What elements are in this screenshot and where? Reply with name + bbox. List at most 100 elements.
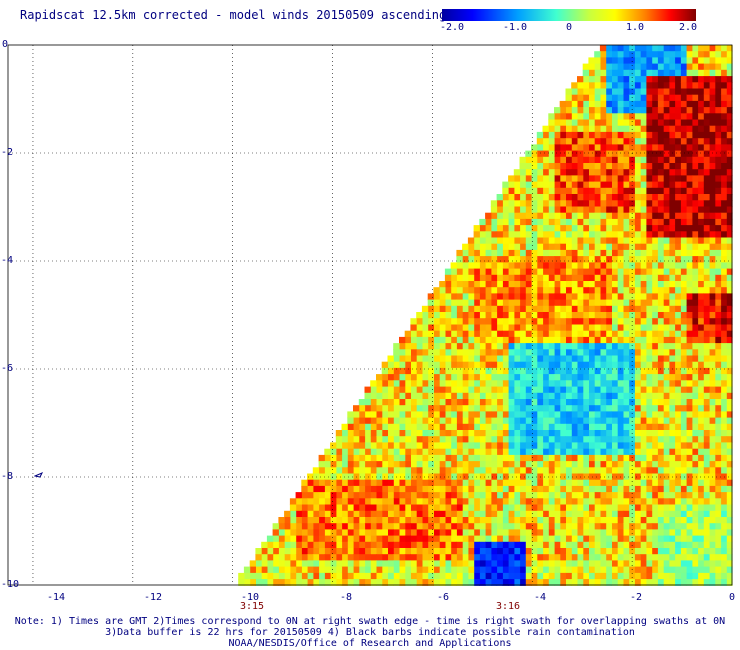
swath-cell [691, 281, 699, 288]
swath-cell [605, 51, 612, 58]
swath-cell [559, 399, 566, 406]
swath-cell [577, 324, 584, 332]
swath-cell [628, 504, 635, 512]
swath-cell [680, 144, 687, 152]
swath-cell [599, 45, 607, 52]
swath-cell [485, 579, 492, 586]
swath-cell [668, 293, 676, 301]
swath-cell [358, 423, 366, 431]
swath-cell [450, 299, 457, 307]
swath-cell [513, 299, 521, 307]
swath-cell [657, 312, 664, 319]
swath-cell [554, 461, 561, 468]
swath-cell [594, 281, 601, 288]
swath-cell [680, 529, 687, 537]
swath-cell [703, 529, 710, 537]
swath-cell [427, 454, 434, 462]
swath-cell [686, 262, 693, 270]
swath-cell [588, 237, 595, 245]
swath-cell [444, 343, 452, 350]
swath-cell [668, 119, 676, 127]
swath-cell [686, 454, 693, 462]
swath-cell [571, 386, 578, 394]
swath-cell [577, 262, 584, 270]
swath-cell [588, 194, 595, 201]
swath-cell [479, 380, 486, 388]
swath-cell [341, 535, 348, 543]
swath-cell [594, 498, 601, 506]
swath-cell [559, 560, 566, 568]
swath-cell [439, 560, 446, 568]
swath-cell [485, 256, 492, 263]
swath-cell [703, 312, 710, 319]
swath-cell [565, 461, 572, 468]
swath-cell [399, 374, 406, 381]
swath-cell [421, 535, 429, 543]
swath-cell [714, 343, 722, 350]
swath-cell [680, 299, 687, 307]
swath-cell [686, 448, 693, 456]
swath-cell [450, 405, 457, 412]
swath-cell [467, 517, 475, 524]
swath-cell [703, 361, 710, 369]
y-tick-minus6: -6 [0, 363, 13, 374]
swath-cell [536, 144, 544, 152]
swath-cell [467, 541, 475, 549]
swath-cell [714, 144, 722, 152]
swath-cell [657, 51, 664, 58]
swath-cell [479, 535, 486, 543]
swath-cell [720, 399, 727, 406]
swath-cell [490, 461, 498, 468]
swath-cell [611, 194, 618, 201]
swath-cell [571, 510, 578, 518]
swath-cell [479, 262, 486, 270]
swath-cell [376, 560, 383, 568]
swath-cell [473, 461, 480, 468]
swath-cell [697, 243, 704, 251]
swath-cell [479, 467, 486, 475]
swath-cell [605, 548, 612, 555]
swath-cell [686, 187, 693, 195]
swath-cell [266, 579, 274, 586]
swath-cell [720, 88, 727, 96]
swath-cell [714, 454, 722, 462]
swath-cell [519, 281, 526, 288]
swath-cell [559, 206, 566, 214]
swath-cell [634, 467, 641, 475]
swath-cell [427, 405, 434, 412]
swath-cell [404, 361, 411, 369]
swath-cell [536, 336, 544, 344]
swath-cell [599, 94, 607, 102]
swath-cell [680, 218, 687, 226]
swath-cell [709, 566, 716, 574]
swath-cell [697, 392, 704, 400]
swath-cell [726, 355, 733, 363]
swath-cell [427, 367, 434, 375]
swath-cell [433, 411, 440, 419]
swath-cell [594, 100, 601, 108]
swath-cell [508, 529, 515, 537]
swath-cell [663, 206, 670, 214]
swath-cell [571, 287, 578, 294]
swath-cell [444, 293, 452, 301]
swath-cell [611, 76, 618, 83]
swath-cell [381, 517, 388, 524]
swath-cell [599, 461, 607, 468]
swath-cell [611, 274, 618, 282]
swath-cell [663, 467, 670, 475]
swath-cell [433, 392, 440, 400]
swath-cell [542, 249, 549, 257]
swath-cell [726, 312, 733, 319]
swath-cell [726, 436, 733, 443]
swath-cell [709, 200, 716, 208]
swath-cell [622, 517, 630, 524]
swath-cell [536, 218, 544, 226]
swath-cell [456, 517, 463, 524]
swath-cell [726, 566, 733, 574]
swath-cell [697, 336, 704, 344]
swath-cell [577, 417, 584, 425]
swath-cell [617, 281, 624, 288]
swath-cell [668, 131, 676, 139]
swath-cell [657, 156, 664, 164]
swath-cell [651, 169, 658, 176]
